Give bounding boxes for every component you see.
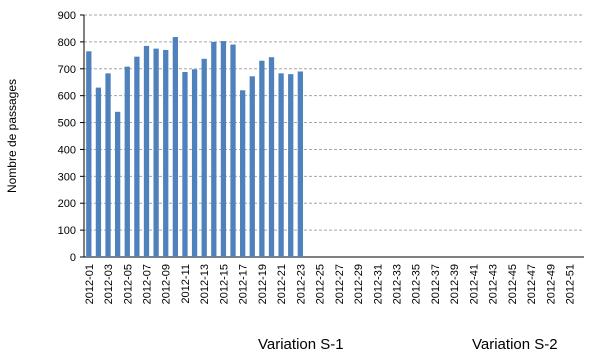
y-tick-label: 600 <box>58 91 76 103</box>
x-tick-label: 2012-45 <box>507 264 519 304</box>
variation-s2-label: Variation S-2 <box>472 336 558 353</box>
bar <box>278 73 284 257</box>
bar <box>201 58 207 257</box>
x-tick-label: 2012-09 <box>161 264 173 304</box>
x-tick-label: 2012-37 <box>430 264 442 304</box>
x-tick-label: 2012-01 <box>84 264 96 304</box>
bar <box>220 41 227 258</box>
y-tick-label: 200 <box>58 198 76 210</box>
bar <box>143 45 150 257</box>
bar <box>211 41 217 258</box>
x-tick-label: 2012-39 <box>449 264 461 304</box>
x-tick-label: 2012-47 <box>526 264 538 304</box>
y-tick-label: 500 <box>58 118 76 130</box>
bar <box>172 37 178 257</box>
bar <box>297 71 303 257</box>
bar <box>105 73 111 257</box>
bar <box>259 60 265 257</box>
y-tick-label: 100 <box>58 225 76 237</box>
y-tick-label: 800 <box>58 37 76 49</box>
variation-s1-label: Variation S-1 <box>258 336 344 353</box>
x-tick-label: 2012-13 <box>199 264 211 304</box>
bar <box>268 57 275 257</box>
bar <box>288 74 294 258</box>
x-tick-label: 2012-35 <box>411 264 423 304</box>
bar <box>230 44 236 258</box>
bar <box>249 76 255 257</box>
x-tick-label: 2012-11 <box>180 264 192 304</box>
x-tick-label: 2012-27 <box>334 264 346 304</box>
x-tick-label: 2012-49 <box>545 264 557 304</box>
x-tick-label: 2012-21 <box>276 264 288 304</box>
x-tick-label: 2012-03 <box>103 264 115 304</box>
y-tick-label: 400 <box>58 144 76 156</box>
x-tick-label: 2012-43 <box>488 264 500 304</box>
x-tick-label: 2012-19 <box>257 264 269 304</box>
y-tick-label: 700 <box>58 64 76 76</box>
bar <box>115 111 121 257</box>
y-axis-label: Nombre de passages <box>5 79 19 193</box>
bar <box>134 56 140 257</box>
x-tick-label: 2012-05 <box>122 264 134 304</box>
y-tick-label: 0 <box>70 252 76 264</box>
x-tick-label: 2012-29 <box>353 264 365 304</box>
bar <box>153 48 159 257</box>
bar <box>240 90 246 258</box>
bar <box>95 87 102 257</box>
x-tick-label: 2012-23 <box>295 264 307 304</box>
bar <box>191 69 198 257</box>
bar <box>124 66 130 257</box>
x-tick-label: 2012-31 <box>372 264 384 304</box>
y-tick-label: 300 <box>58 171 76 183</box>
x-tick-label: 2012-15 <box>218 264 230 304</box>
y-tick-label: 900 <box>58 10 76 22</box>
bar <box>182 72 188 257</box>
x-tick-label: 2012-07 <box>142 264 154 304</box>
x-tick-label: 2012-41 <box>468 264 480 304</box>
bar <box>163 49 169 258</box>
x-tick-label: 2012-17 <box>238 264 250 304</box>
bar <box>86 51 92 257</box>
x-tick-label: 2012-33 <box>392 264 404 304</box>
x-tick-label: 2012-51 <box>565 264 577 304</box>
x-tick-label: 2012-25 <box>315 264 327 304</box>
